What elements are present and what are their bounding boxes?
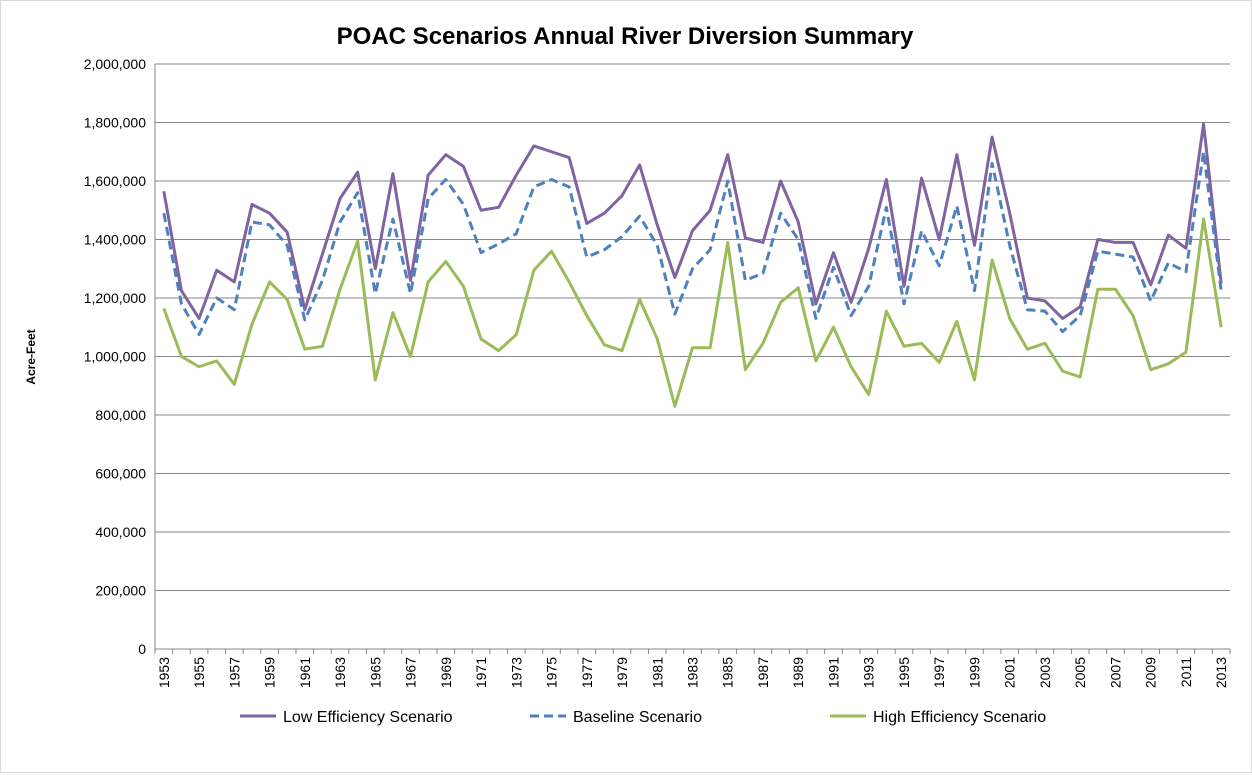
x-tick-label: 1989 [790, 657, 806, 688]
x-tick-label: 1983 [685, 657, 701, 688]
x-tick-label: 2001 [1002, 657, 1018, 688]
legend-label: Low Efficiency Scenario [283, 709, 453, 726]
series-line [162, 122, 1223, 320]
x-tick-label: 1997 [931, 657, 947, 688]
x-tick-label: 1985 [720, 657, 736, 688]
x-tick-label: 1995 [896, 657, 912, 688]
y-tick-label: 800,000 [95, 407, 146, 423]
y-tick-label: 1,000,000 [84, 349, 146, 365]
x-tick-label: 1979 [614, 657, 630, 688]
x-tick-label: 2013 [1213, 657, 1229, 688]
x-tick-label: 2011 [1178, 657, 1194, 687]
x-tick-label: 1967 [403, 657, 419, 688]
legend-label: High Efficiency Scenario [873, 709, 1046, 726]
x-tick-label: 1987 [755, 657, 771, 688]
x-tick-label: 1957 [226, 657, 242, 688]
y-tick-label: 2,000,000 [84, 56, 146, 72]
chart-title: POAC Scenarios Annual River Diversion Su… [337, 23, 914, 50]
x-tick-label: 1969 [438, 657, 454, 688]
y-tick-label: 1,800,000 [84, 115, 146, 131]
y-tick-label: 0 [138, 641, 146, 657]
x-tick-label: 1981 [649, 657, 665, 688]
y-tick-label: 200,000 [95, 583, 146, 599]
x-tick-label: 1961 [297, 657, 313, 688]
x-tick-label: 1965 [367, 657, 383, 688]
y-tick-label: 600,000 [95, 466, 146, 482]
x-tick-label: 1975 [544, 657, 560, 688]
x-tick-label: 1953 [156, 657, 172, 688]
x-tick-label: 1971 [473, 657, 489, 688]
y-tick-label: 400,000 [95, 524, 146, 540]
x-tick-label: 2003 [1037, 657, 1053, 688]
x-tick-label: 1993 [861, 657, 877, 688]
x-tick-label: 1963 [332, 657, 348, 688]
x-tick-label: 1955 [191, 657, 207, 688]
y-tick-label: 1,200,000 [84, 290, 146, 306]
legend-label: Baseline Scenario [573, 709, 702, 726]
x-tick-label: 1977 [579, 657, 595, 688]
x-tick-label: 2009 [1143, 657, 1159, 688]
series-line [162, 150, 1223, 337]
x-tick-label: 1999 [966, 657, 982, 688]
x-tick-label: 2005 [1072, 657, 1088, 688]
x-tick-label: 1973 [508, 657, 524, 688]
y-axis-title: Acre-Feet [24, 329, 38, 384]
y-tick-label: 1,400,000 [84, 232, 146, 248]
x-tick-label: 2007 [1107, 657, 1123, 688]
x-tick-label: 1959 [262, 657, 278, 688]
x-tick-label: 1991 [825, 657, 841, 688]
y-tick-label: 1,600,000 [84, 173, 146, 189]
series-line [162, 217, 1223, 408]
